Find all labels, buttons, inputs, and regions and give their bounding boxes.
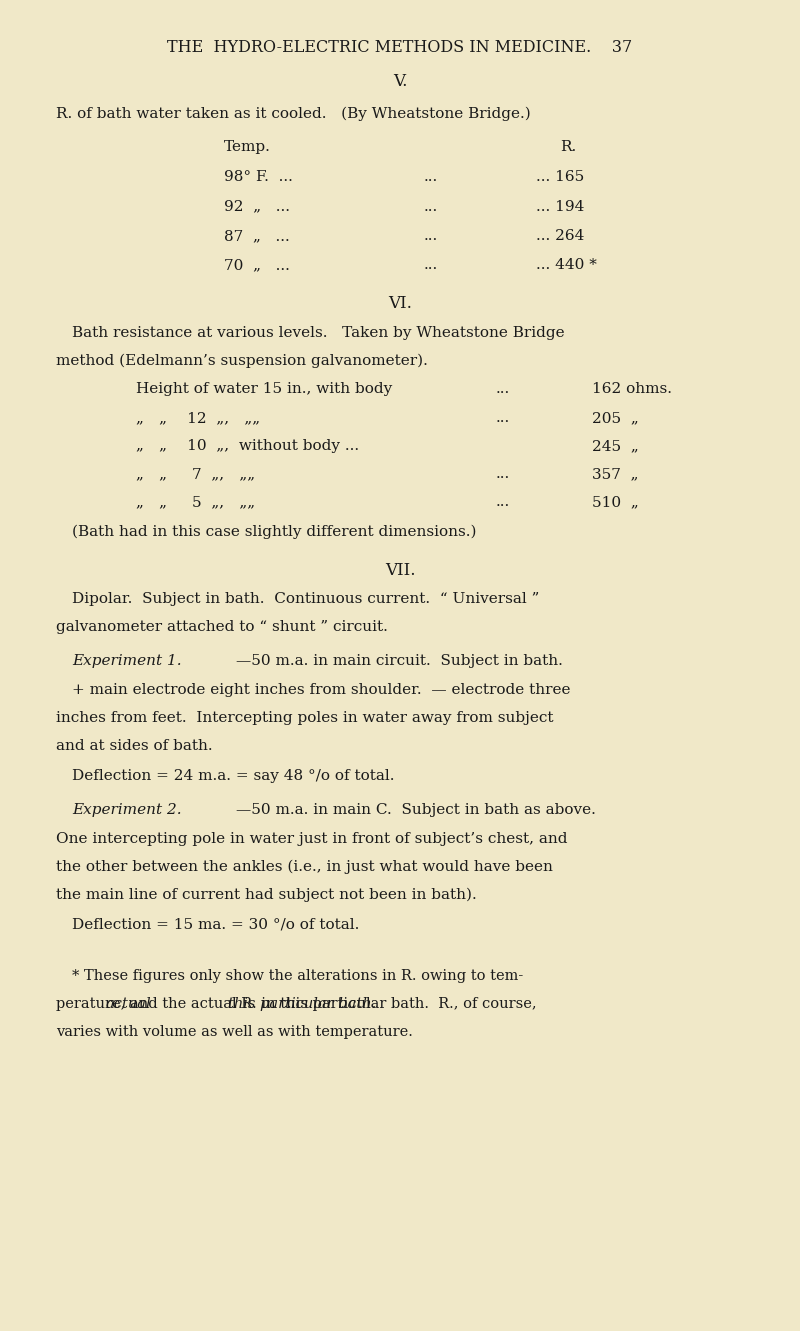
Text: perature, and the actual R. in this particular bath.  R., of course,: perature, and the actual R. in this part… — [56, 997, 537, 1012]
Text: „ „  10  „,  without body ...: „ „ 10 „, without body ... — [136, 439, 359, 454]
Text: VII.: VII. — [385, 562, 415, 579]
Text: „ „  12  „, „„: „ „ 12 „, „„ — [136, 411, 260, 426]
Text: Experiment 2.: Experiment 2. — [72, 803, 182, 817]
Text: ... 264: ... 264 — [536, 229, 584, 244]
Text: actual: actual — [106, 997, 151, 1012]
Text: VI.: VI. — [388, 295, 412, 313]
Text: R. of bath water taken as it cooled.   (By Wheatstone Bridge.): R. of bath water taken as it cooled. (By… — [56, 106, 530, 121]
Text: ... 440 *: ... 440 * — [536, 258, 597, 273]
Text: 357  „: 357 „ — [592, 467, 638, 482]
Text: V.: V. — [393, 73, 407, 91]
Text: the other between the ankles (i.e., in just what would have been: the other between the ankles (i.e., in j… — [56, 860, 553, 874]
Text: R.: R. — [560, 140, 576, 154]
Text: 98° F.  ...: 98° F. ... — [224, 170, 293, 185]
Text: Height of water 15 in., with body: Height of water 15 in., with body — [136, 382, 392, 397]
Text: ...: ... — [496, 382, 510, 397]
Text: galvanometer attached to “ shunt ” circuit.: galvanometer attached to “ shunt ” circu… — [56, 620, 388, 635]
Text: method (Edelmann’s suspension galvanometer).: method (Edelmann’s suspension galvanomet… — [56, 354, 428, 369]
Text: 70  „   ...: 70 „ ... — [224, 258, 290, 273]
Text: —50 m.a. in main circuit.  Subject in bath.: —50 m.a. in main circuit. Subject in bat… — [236, 654, 563, 668]
Text: ...: ... — [424, 200, 438, 214]
Text: 510  „: 510 „ — [592, 495, 638, 510]
Text: Deflection = 15 ma. = 30 °/o of total.: Deflection = 15 ma. = 30 °/o of total. — [72, 917, 359, 932]
Text: 245  „: 245 „ — [592, 439, 638, 454]
Text: Dipolar.  Subject in bath.  Continuous current.  “ Universal ”: Dipolar. Subject in bath. Continuous cur… — [72, 592, 539, 607]
Text: THE  HYDRO-ELECTRIC METHODS IN MEDICINE.    37: THE HYDRO-ELECTRIC METHODS IN MEDICINE. … — [167, 39, 633, 56]
Text: ...: ... — [424, 170, 438, 185]
Text: Deflection = 24 m.a. = say 48 °/o of total.: Deflection = 24 m.a. = say 48 °/o of tot… — [72, 769, 394, 784]
Text: ... 194: ... 194 — [536, 200, 584, 214]
Text: „ „   7  „, „„: „ „ 7 „, „„ — [136, 467, 255, 482]
Text: * These figures only show the alterations in R. owing to tem-: * These figures only show the alteration… — [72, 969, 523, 984]
Text: ...: ... — [496, 495, 510, 510]
Text: —50 m.a. in main C.  Subject in bath as above.: —50 m.a. in main C. Subject in bath as a… — [236, 803, 596, 817]
Text: + main electrode eight inches from shoulder.  — electrode three: + main electrode eight inches from shoul… — [72, 683, 570, 697]
Text: this particular bath.: this particular bath. — [228, 997, 376, 1012]
Text: 162 ohms.: 162 ohms. — [592, 382, 672, 397]
Text: varies with volume as well as with temperature.: varies with volume as well as with tempe… — [56, 1025, 413, 1040]
Text: Bath resistance at various levels.   Taken by Wheatstone Bridge: Bath resistance at various levels. Taken… — [72, 326, 565, 341]
Text: Temp.: Temp. — [224, 140, 271, 154]
Text: Experiment 1.: Experiment 1. — [72, 654, 182, 668]
Text: 92  „   ...: 92 „ ... — [224, 200, 290, 214]
Text: inches from feet.  Intercepting poles in water away from subject: inches from feet. Intercepting poles in … — [56, 711, 554, 725]
Text: ...: ... — [424, 258, 438, 273]
Text: and at sides of bath.: and at sides of bath. — [56, 739, 213, 753]
Text: „ „   5  „, „„: „ „ 5 „, „„ — [136, 495, 255, 510]
Text: 205  „: 205 „ — [592, 411, 638, 426]
Text: ...: ... — [424, 229, 438, 244]
Text: ...: ... — [496, 411, 510, 426]
Text: One intercepting pole in water just in front of subject’s chest, and: One intercepting pole in water just in f… — [56, 832, 567, 847]
Text: 87  „   ...: 87 „ ... — [224, 229, 290, 244]
Text: ... 165: ... 165 — [536, 170, 584, 185]
Text: ...: ... — [496, 467, 510, 482]
Text: (Bath had in this case slightly different dimensions.): (Bath had in this case slightly differen… — [72, 524, 477, 539]
Text: the main line of current had subject not been in bath).: the main line of current had subject not… — [56, 888, 477, 902]
